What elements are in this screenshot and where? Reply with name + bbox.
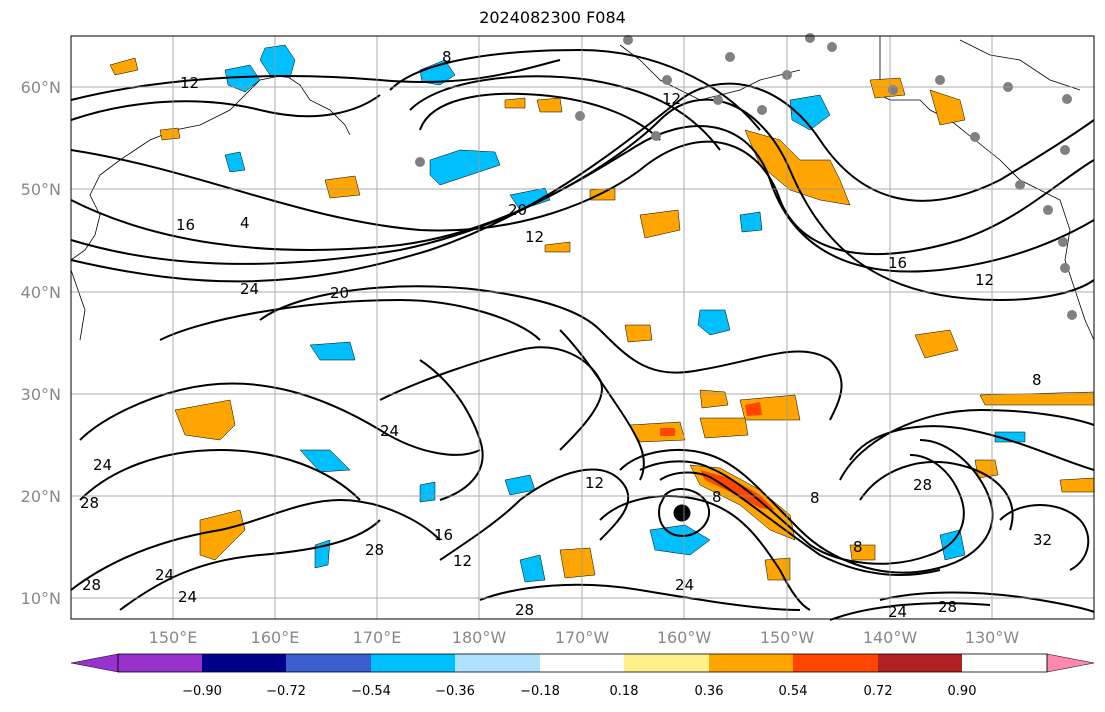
contour-label: 8: [712, 488, 722, 506]
colorbar-right-arrow: [1046, 653, 1095, 673]
contour-label: 16: [888, 254, 907, 272]
colorbar-cell: [624, 654, 709, 672]
strong-positive-shading: [660, 402, 775, 510]
colorbar-cell: [455, 654, 540, 672]
contour-label: 24: [93, 456, 112, 474]
contour-label: 12: [662, 90, 681, 108]
lat-label: 10°N: [21, 589, 61, 608]
contour-lines: [70, 48, 1095, 621]
contour-label: 24: [675, 576, 694, 594]
contour-label: 4: [240, 214, 250, 232]
contour-label: 12: [453, 552, 472, 570]
colorbar-cell: [286, 654, 371, 672]
contour-label: 12: [180, 74, 199, 92]
lat-label: 20°N: [21, 487, 61, 506]
lon-label: 180°W: [452, 628, 507, 647]
colorbar-tick: 0.18: [610, 684, 639, 699]
colorbar-cell: [371, 654, 455, 672]
colorbar-cell: [118, 654, 202, 672]
colorbar-left-arrow: [70, 653, 119, 673]
lon-label: 170°W: [555, 628, 610, 647]
latitude-labels: 60°N 50°N 40°N 30°N 20°N 10°N: [21, 78, 61, 608]
colorbar-cell: [202, 654, 286, 672]
contour-label-group: 12 8 12 4 16 20 12 24 20 16 12 8 24 24 2…: [80, 48, 1052, 621]
lon-label: 140°W: [863, 628, 918, 647]
contour-label: 28: [80, 494, 99, 512]
storm-center-marker: [673, 504, 691, 522]
lat-label: 40°N: [21, 283, 61, 302]
colorbar: −0.90 −0.72 −0.54 −0.36 −0.18 0.18 0.36 …: [70, 653, 1095, 699]
contour-label: 28: [515, 601, 534, 619]
contour-label: 8: [1032, 371, 1042, 389]
contour-label: 20: [330, 284, 349, 302]
colorbar-cell: [878, 654, 962, 672]
colorbar-cells: [118, 654, 962, 672]
colorbar-tick-labels: −0.90 −0.72 −0.54 −0.36 −0.18 0.18 0.36 …: [182, 684, 976, 699]
contour-label: 24: [380, 422, 399, 440]
colorbar-cell: [540, 654, 624, 672]
colorbar-cell: [709, 654, 793, 672]
contour-label: 8: [853, 538, 863, 556]
contour-label: 16: [434, 526, 453, 544]
contour-label: 28: [365, 541, 384, 559]
lon-label: 160°E: [251, 628, 300, 647]
colorbar-tick: −0.18: [520, 684, 560, 699]
lon-label: 160°W: [657, 628, 712, 647]
contour-label: 28: [938, 598, 957, 616]
colorbar-tick: 0.90: [948, 684, 977, 699]
contour-label: 8: [442, 48, 452, 66]
lat-label: 60°N: [21, 78, 61, 97]
contour-label: 24: [178, 588, 197, 606]
lon-label: 170°E: [353, 628, 402, 647]
contour-label: 28: [82, 576, 101, 594]
colorbar-tick: −0.72: [266, 684, 306, 699]
colorbar-tick: −0.54: [351, 684, 391, 699]
contour-label: 20: [508, 201, 527, 219]
contour-label: 12: [585, 474, 604, 492]
gridlines: [71, 36, 1094, 619]
contour-label: 8: [810, 489, 820, 507]
colorbar-tick: 0.72: [864, 684, 893, 699]
contour-label: 24: [155, 566, 174, 584]
colorbar-tick: 0.54: [779, 684, 808, 699]
lon-label: 150°W: [760, 628, 815, 647]
contour-label: 24: [240, 280, 259, 298]
contour-label: 28: [913, 476, 932, 494]
contour-label: 12: [525, 228, 544, 246]
contour-label: 32: [1033, 531, 1052, 549]
lat-label: 50°N: [21, 180, 61, 199]
lat-label: 30°N: [21, 385, 61, 404]
colorbar-tick: −0.90: [182, 684, 222, 699]
colorbar-cell: [793, 654, 878, 672]
contour-label: 24: [888, 603, 907, 621]
longitude-labels: 150°E 160°E 170°E 180°W 170°W 160°W 150°…: [149, 628, 1020, 647]
colorbar-tick: 0.36: [695, 684, 724, 699]
contour-label: 12: [975, 271, 994, 289]
plot-area: 12 8 12 4 16 20 12 24 20 16 12 8 24 24 2…: [70, 33, 1095, 621]
map-title: 2024082300 F084: [479, 8, 626, 27]
colorbar-tick: −0.36: [435, 684, 475, 699]
lon-label: 130°W: [965, 628, 1020, 647]
contour-label: 16: [176, 216, 195, 234]
positive-shading: [109, 57, 1095, 581]
lon-label: 150°E: [149, 628, 198, 647]
